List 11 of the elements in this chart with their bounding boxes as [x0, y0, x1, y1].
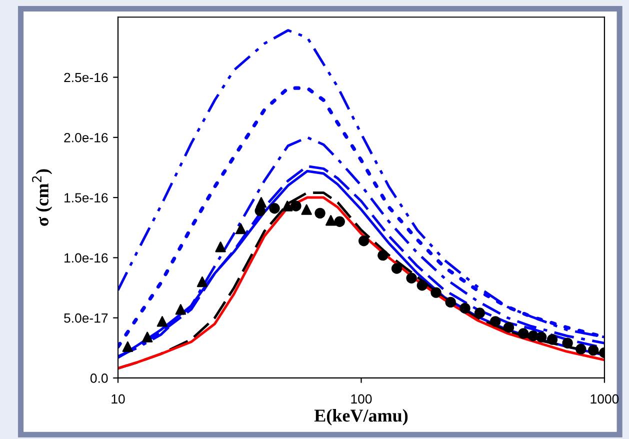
- y-axis-title: σ (cm$^{2}$): [32, 169, 52, 226]
- y-tick-label: 2.0e-16: [64, 132, 108, 142]
- y-tick-label: 0.0: [90, 374, 108, 383]
- y-tick-label: 2.5e-16: [64, 72, 108, 82]
- x-tick-label: 100: [351, 394, 372, 404]
- y-tick-label: 1.0e-16: [64, 253, 108, 263]
- x-tick-label: 1000: [590, 394, 619, 404]
- x-axis-title: E(keV/amu): [314, 409, 408, 426]
- y-tick-label: 1.5e-16: [64, 193, 108, 202]
- x-tick-label: 10: [112, 394, 125, 404]
- y-tick-label: 5.0e-17: [64, 313, 108, 323]
